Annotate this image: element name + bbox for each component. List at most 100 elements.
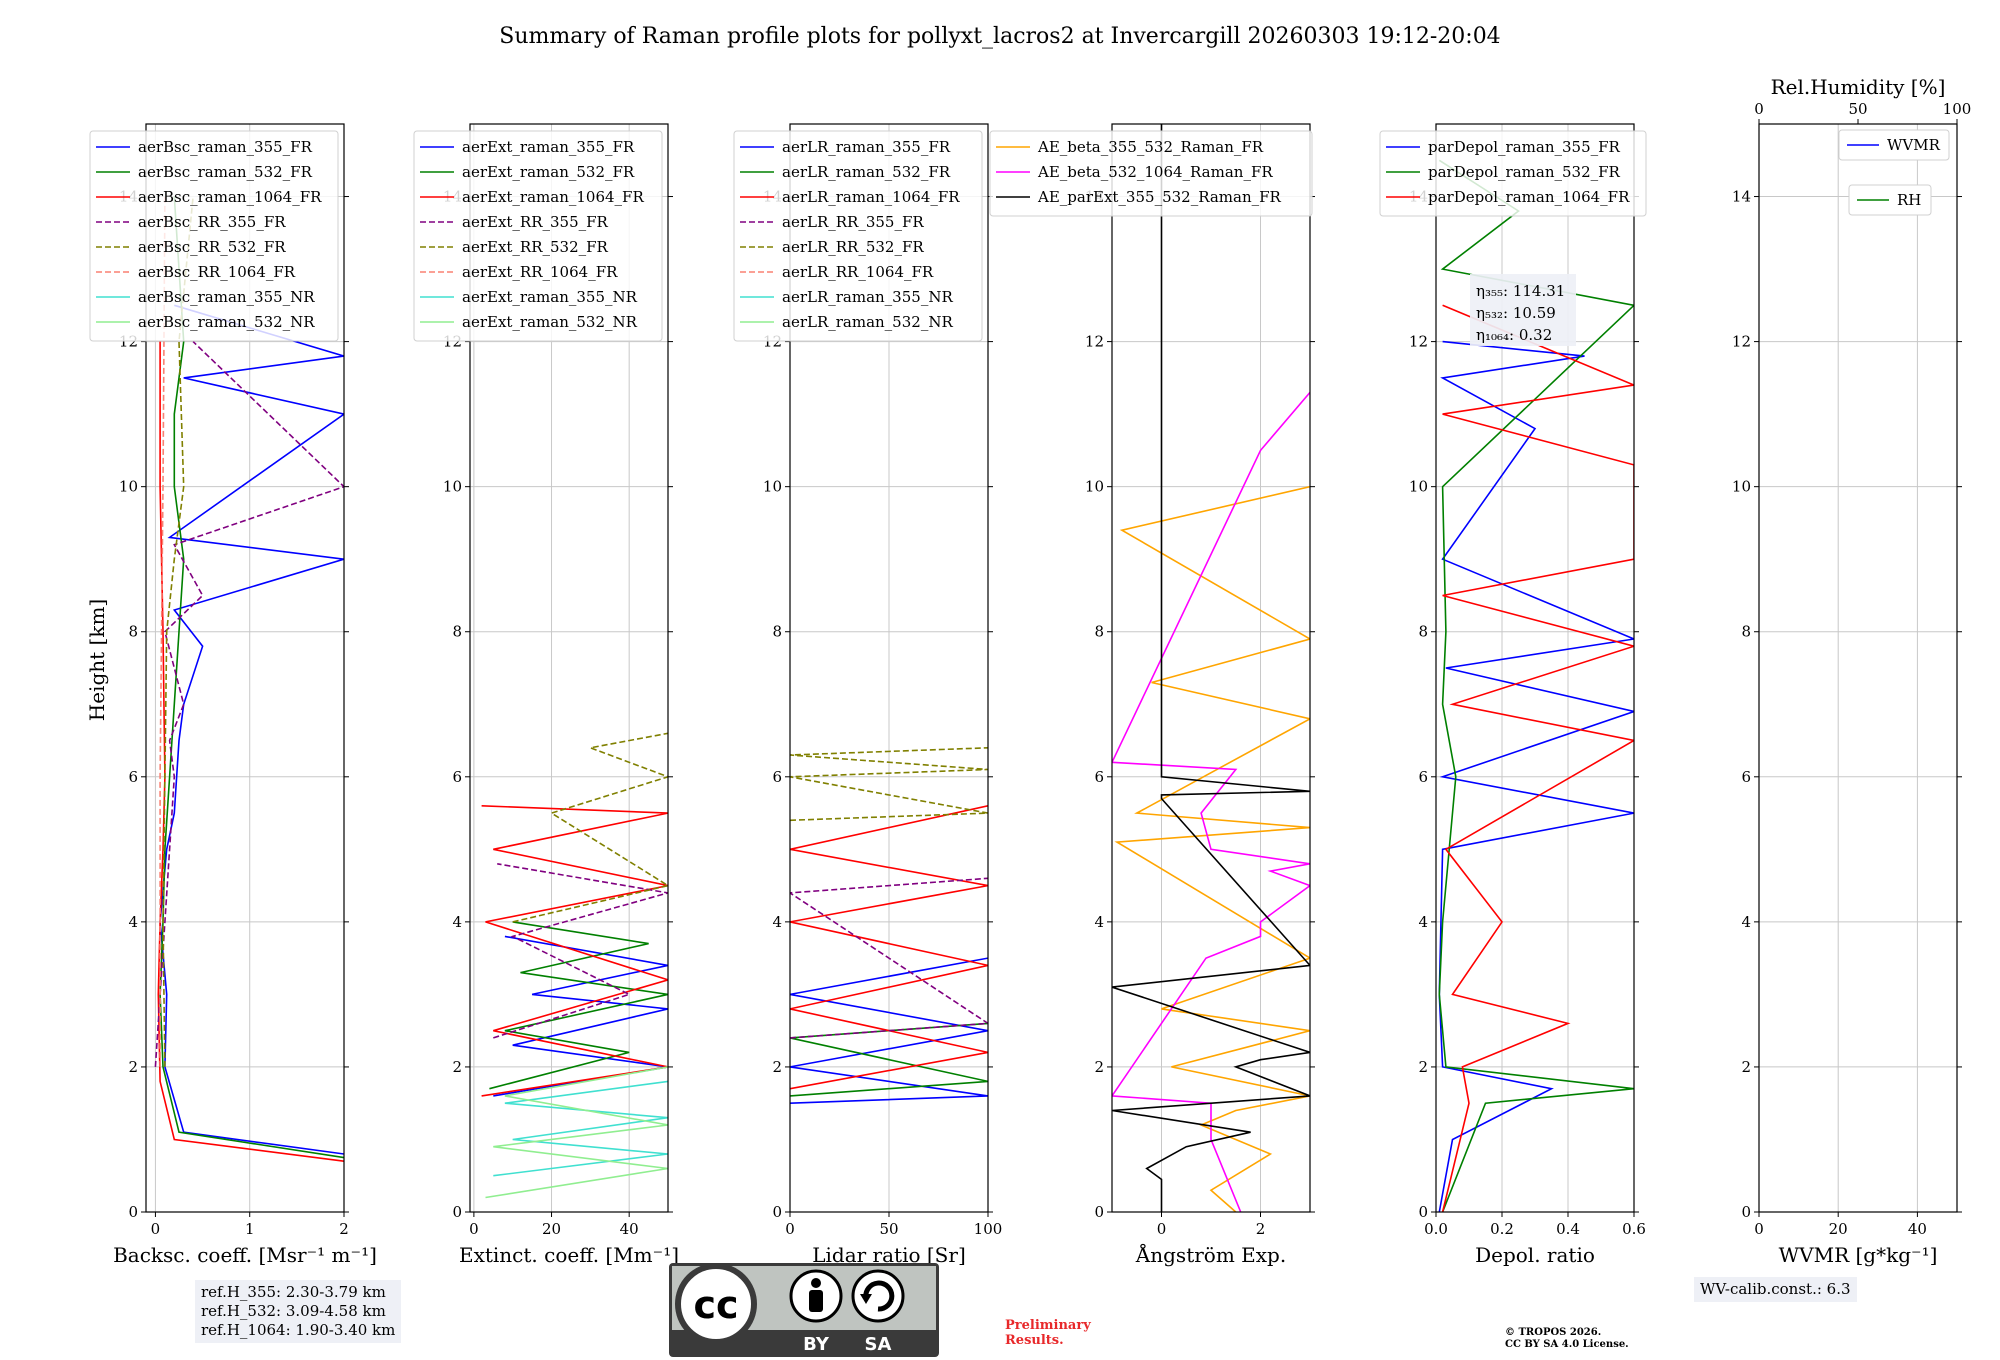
series-line-aerLR_RR_355_FR	[790, 877, 988, 1039]
y-tick-label: 14	[1732, 188, 1751, 206]
legend-box	[413, 130, 663, 342]
y-tick-label: 0	[1094, 1203, 1104, 1221]
y-tick-label: 6	[452, 768, 462, 786]
legend-label: aerBsc_RR_532_FR	[138, 238, 286, 256]
copyright-line-1: © TROPOS 2026.	[1505, 1327, 1602, 1338]
axes-frame	[1758, 123, 1958, 1213]
series-line-aerBsc_RR_532_FR	[162, 196, 194, 1067]
y-tick-label: 0	[128, 1203, 138, 1221]
legend-label: aerExt_raman_532_NR	[462, 313, 638, 331]
legend-backscatter: aerBsc_raman_355_FR aerBsc_raman_532_FRae…	[89, 130, 339, 342]
series-line-aerBsc_RR_1064_FR	[159, 196, 166, 1067]
legend-label: aerExt_raman_355_NR	[462, 288, 638, 306]
legend-label: aerBsc_raman_355_FR	[138, 138, 313, 156]
y-tick-label: 4	[1418, 913, 1428, 931]
legend-box	[1379, 130, 1647, 217]
y-tick-label: 8	[1741, 623, 1751, 641]
legend-label: aerLR_raman_355_FR	[782, 138, 951, 156]
x-axis-label: Backsc. coeff. [Msr⁻¹ m⁻¹]	[113, 1243, 377, 1267]
y-tick-label: 2	[1094, 1058, 1104, 1076]
y-tick-label: 4	[772, 913, 782, 931]
wv-calibration-box: WV-calib.const.: 6.3	[1694, 1277, 1857, 1302]
legend-label: aerLR_raman_355_NR	[782, 288, 953, 306]
y-tick-label: 0	[772, 1203, 782, 1221]
y-tick-label: 0	[452, 1203, 462, 1221]
legend-label: aerLR_raman_1064_FR	[782, 188, 960, 206]
axes-frame	[1435, 123, 1635, 1213]
y-tick-label: 2	[772, 1058, 782, 1076]
x-axis-label: Ångström Exp.	[1135, 1242, 1286, 1267]
y-tick-label: 10	[1732, 478, 1751, 496]
y-tick-label: 4	[1094, 913, 1104, 931]
panel-angstrom: 0246810121402Ångström Exp.AE_beta_355_53…	[989, 123, 1315, 1267]
x-axis-label: WVMR [g*kg⁻¹]	[1779, 1243, 1938, 1267]
license-sa-label: SA	[865, 1334, 892, 1355]
y-tick-label: 4	[128, 913, 138, 931]
x-tick-label: 0	[1157, 1220, 1167, 1238]
panel-wvmr: 0 2 4 6 8 10 12 14 0 20 40 WVMR [g*kg⁻¹] 0 50 100Rel.H…	[1732, 75, 1971, 1267]
panel-lidar_ratio: 02468101214050100Lidar ratio [Sr]aerLR_r…	[733, 123, 1003, 1267]
copyright-line-2: CC BY SA 4.0 License.	[1505, 1339, 1629, 1350]
legend-label: aerExt_raman_532_FR	[462, 163, 635, 181]
x-tick-label: 40	[1908, 1220, 1927, 1238]
legend-box	[1838, 129, 1950, 161]
x-tick-label: 100	[974, 1220, 1003, 1238]
x-tick-label: 0.2	[1490, 1220, 1514, 1238]
legend-label: aerLR_RR_1064_FR	[782, 263, 934, 281]
y-tick-label: 6	[1741, 768, 1751, 786]
legend-label: aerExt_RR_355_FR	[462, 213, 609, 231]
y-tick-label: 10	[1085, 478, 1104, 496]
legend-label: aerBsc_RR_1064_FR	[138, 263, 296, 281]
x-tick-label: 20	[1829, 1220, 1848, 1238]
y-tick-label: 0	[1418, 1203, 1428, 1221]
axes-frame	[469, 123, 669, 1213]
x-tick-label: 0	[151, 1220, 161, 1238]
ref-height-355: ref.H_355: 2.30-3.79 km	[201, 1283, 386, 1301]
series-line-AE_beta_355_532_Raman_FR	[1114, 485, 1310, 1212]
eta-box-bg	[1470, 274, 1576, 346]
series-line-aerLR_raman_355_FR	[790, 957, 988, 1104]
y-tick-label: 10	[1409, 478, 1428, 496]
y-tick-label: 6	[1094, 768, 1104, 786]
by-person-icon	[789, 1269, 843, 1323]
legend-depolarization: parDepol_raman_355_FR parDepol_raman_532_…	[1379, 130, 1647, 217]
cc-icon: cc	[693, 1283, 738, 1327]
y-tick-label: 8	[772, 623, 782, 641]
x-tick-label: 0.4	[1556, 1220, 1580, 1238]
legend-label: aerLR_RR_532_FR	[782, 238, 924, 256]
legend-extinction: aerExt_raman_355_FR aerExt_raman_532_FRae…	[413, 130, 663, 342]
ref-height-532: ref.H_532: 3.09-4.58 km	[201, 1302, 386, 1320]
legend-box	[733, 130, 983, 342]
eta-annotation-box: η₃₅₅: 114.31 η₅₃₂: 10.59 η₁₀₆₄: 0.32	[1470, 274, 1576, 346]
legend-label: aerBsc_raman_532_FR	[138, 163, 313, 181]
legend-label: parDepol_raman_1064_FR	[1428, 188, 1630, 206]
eta-eta1064: η₁₀₆₄: 0.32	[1476, 326, 1552, 344]
eta-eta532: η₅₃₂: 10.59	[1476, 304, 1556, 322]
reference-height-box: ref.H_355: 2.30-3.79 km ref.H_532: 3.09-…	[195, 1280, 402, 1343]
top-x-axis-label: Rel.Humidity [%]	[1771, 75, 1946, 99]
sa-share-alike-icon	[851, 1269, 905, 1323]
series-line-aerBsc_raman_355_FR	[159, 304, 344, 1155]
figure-title: Summary of Raman profile plots for polly…	[499, 24, 1500, 49]
series-line-parDepol_raman_1064_FR	[1441, 304, 1634, 1212]
legend-RH: RH	[1848, 184, 1932, 216]
legend-label: RH	[1897, 191, 1921, 209]
series-line-aerExt_raman_532_FR	[489, 921, 668, 1090]
series-line-aerBsc_raman_532_FR	[159, 196, 344, 1159]
x-tick-label: 0.0	[1424, 1220, 1448, 1238]
y-tick-label: 6	[772, 768, 782, 786]
preliminary-line-2: Results.	[1005, 1333, 1064, 1348]
wv-calib-const: WV-calib.const.: 6.3	[1700, 1280, 1851, 1298]
x-tick-label: 0	[1754, 1220, 1764, 1238]
x-tick-label: 1	[245, 1220, 255, 1238]
y-tick-label: 8	[1418, 623, 1428, 641]
series-line-aerLR_raman_1064_FR	[790, 805, 988, 1090]
series-line-aerExt_RR_355_FR	[493, 863, 668, 1039]
y-tick-label: 10	[763, 478, 782, 496]
legend-label: WVMR	[1887, 136, 1941, 154]
y-tick-label: 12	[1085, 333, 1104, 351]
panel-extinction: 0246810121402040Extinct. coeff. [Mm⁻¹]ae…	[413, 123, 679, 1267]
x-tick-label: 0	[785, 1220, 795, 1238]
legend-label: aerLR_raman_532_FR	[782, 163, 951, 181]
legend-angstrom: AE_beta_355_532_Raman_FR AE_beta_532_1064…	[989, 130, 1313, 217]
